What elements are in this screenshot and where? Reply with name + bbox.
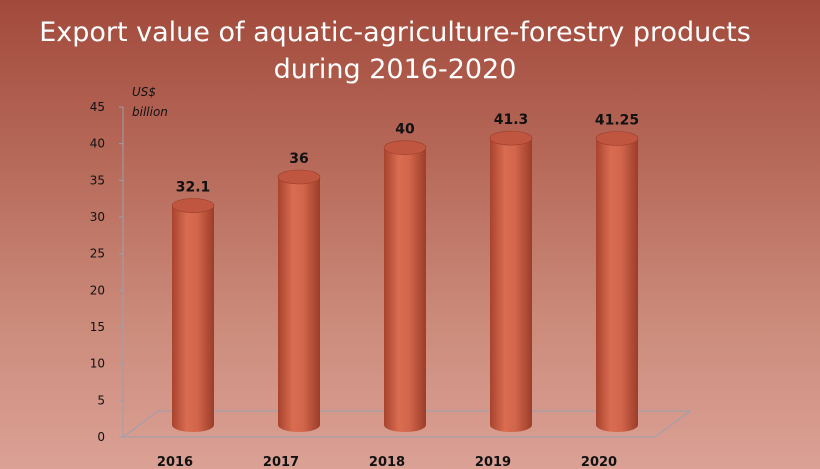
bar-top xyxy=(383,140,427,155)
chart-title-line-1: Export value of aquatic-agriculture-fore… xyxy=(39,17,751,48)
bar xyxy=(383,140,427,432)
bar-top xyxy=(489,130,533,146)
data-label: 40 xyxy=(395,122,415,138)
y-tick-label: 5 xyxy=(97,393,105,407)
y-tick-label: 25 xyxy=(90,247,105,261)
chart-bars: 32.1 36 40 41.3 41.25 xyxy=(171,112,639,432)
chart-title: Export value of aquatic-agriculture-fore… xyxy=(0,14,790,88)
y-tick-label: 40 xyxy=(90,137,105,151)
data-label: 41.25 xyxy=(595,113,639,129)
y-axis-unit-line-2: billion xyxy=(132,105,168,119)
bar xyxy=(277,169,321,432)
bar-top xyxy=(171,198,215,213)
data-label: 41.3 xyxy=(494,112,529,128)
y-tick-label: 35 xyxy=(90,173,105,187)
y-tick-label: 45 xyxy=(90,100,105,114)
chart-title-line-2: during 2016-2020 xyxy=(273,54,517,85)
bar-top xyxy=(595,131,639,146)
x-tick-label: 2018 xyxy=(369,455,405,469)
x-tick-label: 2020 xyxy=(581,455,617,469)
y-tick-label: 0 xyxy=(97,430,105,444)
x-tick-label: 2019 xyxy=(475,455,511,469)
x-tick-label: 2016 xyxy=(157,455,193,469)
y-tick-label: 30 xyxy=(90,210,105,224)
y-tick-label: 15 xyxy=(90,320,105,334)
bar-body xyxy=(278,177,320,432)
y-axis-unit-line-1: US$ xyxy=(132,85,156,99)
bar xyxy=(171,198,215,432)
chart-axes: 0 5 10 15 20 25 30 35 40 45 2016 2017 2018 2019 2020 xyxy=(90,100,692,469)
x-tick-label: 2017 xyxy=(263,455,299,469)
bar xyxy=(595,131,639,432)
y-tick-label: 10 xyxy=(90,357,105,371)
chart-floor xyxy=(121,410,692,438)
bar-top xyxy=(277,169,321,185)
data-label: 36 xyxy=(289,151,308,167)
bar-body xyxy=(596,138,638,432)
data-label: 32.1 xyxy=(176,180,211,196)
y-tick-label: 20 xyxy=(90,283,105,297)
bar-body xyxy=(384,147,426,432)
bar-body xyxy=(172,205,214,432)
bar-body xyxy=(490,138,532,432)
bar xyxy=(489,130,533,432)
